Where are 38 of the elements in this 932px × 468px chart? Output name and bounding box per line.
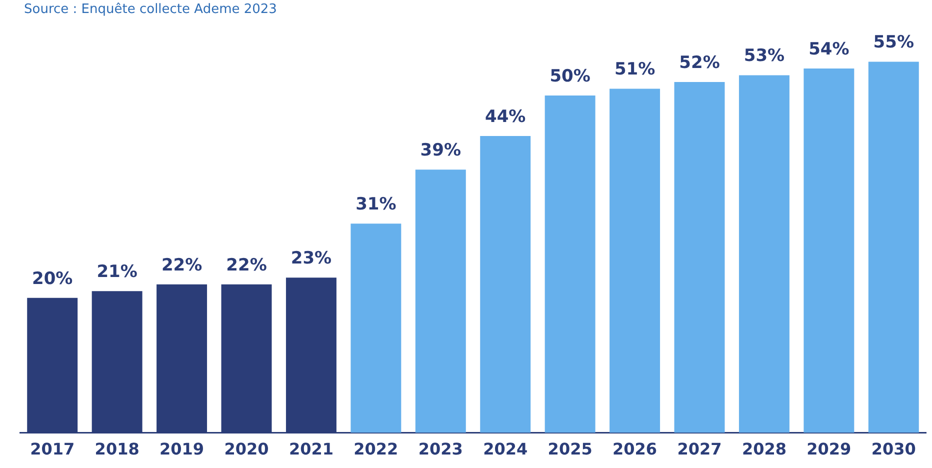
data-label: 54%: [808, 39, 850, 60]
x-tick-label: 2017: [30, 440, 75, 459]
bar: [868, 62, 919, 433]
data-label: 31%: [356, 194, 396, 215]
data-label: 22%: [161, 255, 202, 276]
x-tick-label: 2024: [483, 440, 528, 459]
bar: [738, 75, 790, 433]
x-tick-label: 2026: [612, 440, 658, 459]
data-label: 44%: [485, 106, 526, 127]
x-tick-label: 2022: [354, 440, 398, 459]
data-label: 21%: [96, 262, 138, 282]
x-tick-label: 2020: [224, 440, 269, 459]
bar: [544, 95, 596, 433]
bar: [415, 170, 466, 433]
data-label: 23%: [290, 248, 332, 269]
bar: [480, 136, 531, 433]
bar: [610, 88, 660, 433]
data-label: 53%: [744, 46, 785, 66]
bar: [674, 82, 725, 433]
data-label: 50%: [550, 66, 590, 86]
source-note: Source : Enquête collecte Ademe 2023: [24, 2, 277, 17]
x-tick-label: 2030: [871, 440, 916, 459]
x-tick-label: 2028: [742, 440, 786, 459]
data-label: 22%: [226, 255, 267, 276]
x-tick-label: 2019: [160, 440, 204, 459]
data-label: 55%: [873, 32, 914, 53]
x-tick-label: 2029: [806, 440, 852, 459]
x-tick-label: 2023: [418, 440, 463, 459]
bar: [350, 224, 402, 433]
x-tick-label: 2027: [677, 440, 722, 459]
x-tick-label: 2025: [548, 440, 592, 459]
data-label: 51%: [614, 60, 656, 80]
x-tick-label: 2021: [288, 440, 334, 459]
data-label: 20%: [32, 268, 73, 289]
data-label: 52%: [679, 52, 720, 73]
data-label: 39%: [420, 140, 461, 161]
x-tick-label: 2018: [94, 440, 140, 459]
bar: [804, 68, 854, 433]
